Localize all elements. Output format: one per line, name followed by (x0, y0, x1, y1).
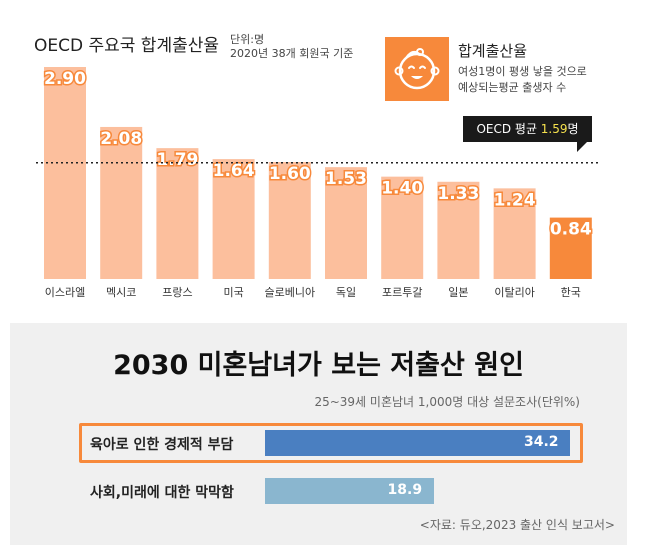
bar-value-label-5: 1.53 (325, 169, 367, 189)
bar-value-label-9: 0.84 (550, 220, 592, 240)
basis-label: 2020년 38개 회원국 기준 (230, 47, 354, 60)
bar-value-label-3: 1.64 (213, 161, 255, 181)
bar-4 (268, 162, 311, 279)
category-label-3: 미국 (223, 286, 243, 299)
category-label-7: 일본 (448, 285, 468, 299)
bar-value-label-4: 1.60 (269, 164, 311, 184)
cause-value-label-1: 18.9 (387, 482, 423, 498)
cause-bar-1 (265, 478, 434, 504)
bar-5 (325, 167, 367, 279)
baby-face-icon (385, 37, 449, 101)
cause-bar-0 (265, 430, 570, 456)
category-label-4: 슬로베니아 (264, 286, 315, 299)
bar-0 (44, 67, 86, 279)
bar-7 (437, 181, 480, 279)
legend-desc-line-2: 예상되는평균 출생자 수 (458, 81, 567, 94)
bar-value-label-1: 2.08 (100, 129, 142, 149)
chart-unit-note: 단위:명 2020년 38개 회원국 기준 (230, 33, 353, 61)
panel-title: 2030 미혼남녀가 보는 저출산 원인 (113, 350, 524, 381)
low-birth-cause-panel: 2030 미혼남녀가 보는 저출산 원인 25~39세 미혼남녀 1,000명 … (10, 323, 627, 545)
category-label-2: 프랑스 (162, 286, 192, 299)
category-label-5: 독일 (336, 285, 356, 299)
category-label-0: 이스라엘 (45, 286, 85, 299)
bar-9 (549, 217, 592, 279)
bar-3 (212, 159, 255, 279)
category-label-8: 이탈리아 (494, 286, 534, 299)
bar-1 (100, 126, 143, 279)
legend-title: 합계출산율 (458, 42, 528, 60)
avg-label-pointer (577, 142, 587, 152)
category-label-6: 포르투갈 (382, 285, 422, 299)
legend-desc-line-1: 여성1명이 평생 낳을 것으로 (458, 65, 587, 78)
avg-label-prefix: OECD 평균 (476, 122, 541, 136)
panel-subtitle: 25~39세 미혼남녀 1,000명 대상 설문조사(단위%) (314, 395, 580, 409)
bar-value-label-6: 1.40 (381, 179, 423, 199)
avg-label-suffix: 명 (567, 122, 579, 136)
bar-value-label-0: 2.90 (44, 69, 86, 89)
cause-label-1: 사회,미래에 대한 막막함 (90, 485, 234, 501)
cause-value-label-0: 34.2 (524, 434, 559, 450)
source-note: <자료: 듀오,2023 출산 인식 보고서> (419, 518, 615, 532)
oecd-fertility-chart: 2.90 이스라엘 2.08 멕시코 1.79 프랑스 1.64 미국 1.60 슬로베니아 1.5… (34, 33, 598, 299)
chart-title: OECD 주요국 합계출산율 (34, 36, 220, 56)
avg-label-value: 1.59 (540, 122, 568, 136)
category-label-1: 멕시코 (106, 286, 136, 299)
bar-6 (381, 176, 424, 279)
bar-value-label-2: 1.79 (156, 150, 198, 170)
unit-label: 단위:명 (230, 33, 265, 46)
cause-label-0: 육아로 인한 경제적 부담 (90, 437, 234, 453)
oecd-average-label: OECD 평균 1.59명 (463, 116, 592, 142)
highlight-frame (79, 423, 583, 463)
bar-value-label-7: 1.33 (437, 184, 479, 204)
bar-2 (156, 148, 199, 279)
bar-value-label-8: 1.24 (494, 190, 536, 210)
legend: 합계출산율 여성1명이 평생 낳을 것으로 예상되는평균 출생자 수 (458, 40, 587, 96)
fertility-bar-chart: 2.90 이스라엘 2.08 멕시코 1.79 프랑스 1.64 미국 1.60 슬로베니아 1.5… (36, 67, 598, 299)
bar-8 (493, 188, 536, 279)
category-label-9: 한국 (561, 286, 581, 299)
